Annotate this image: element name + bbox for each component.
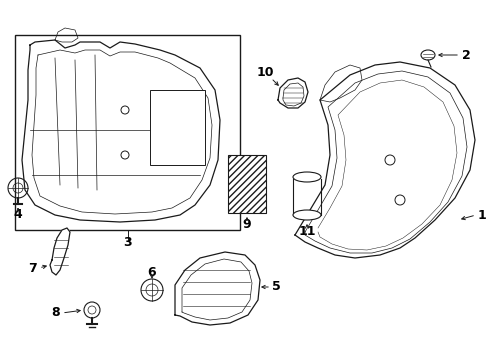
Polygon shape [175, 252, 260, 325]
Text: 9: 9 [243, 217, 251, 230]
Text: 10: 10 [256, 66, 274, 78]
Polygon shape [22, 40, 220, 222]
Bar [150, 90, 205, 165]
Polygon shape [295, 62, 475, 258]
Text: 2: 2 [462, 49, 471, 62]
Text: 11: 11 [298, 225, 316, 238]
Text: 8: 8 [51, 306, 60, 320]
Bar [15, 35, 240, 230]
Polygon shape [278, 78, 308, 108]
Text: 7: 7 [28, 261, 37, 274]
Text: 1: 1 [478, 208, 487, 221]
Text: 5: 5 [272, 280, 281, 293]
Ellipse shape [293, 172, 321, 182]
Text: 4: 4 [14, 207, 23, 220]
Ellipse shape [293, 210, 321, 220]
Text: 6: 6 [147, 266, 156, 279]
Polygon shape [50, 228, 70, 275]
Text: 3: 3 [123, 235, 132, 248]
Bar [228, 155, 266, 213]
